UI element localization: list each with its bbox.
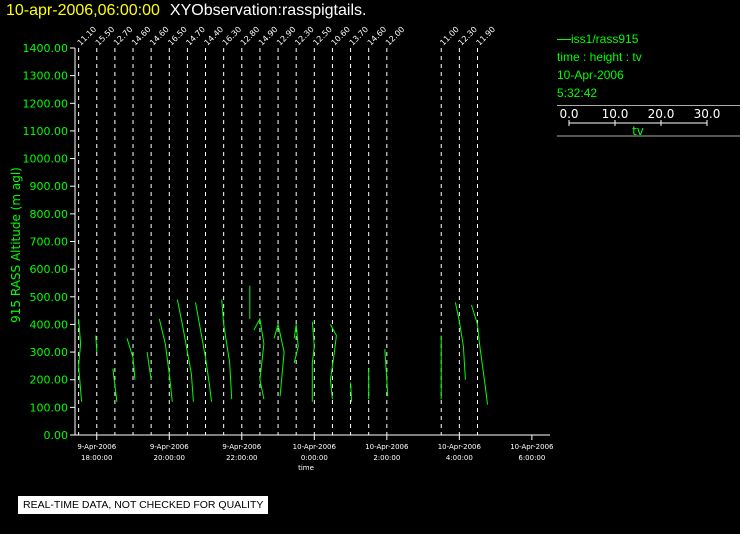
legend-fields: time : height : tv <box>557 50 642 64</box>
profile-label: 12.70 <box>112 25 135 48</box>
x-tick-time: 20:00:00 <box>154 454 185 462</box>
legend-swatch <box>557 39 571 41</box>
y-tick-label: 800.00 <box>30 208 69 221</box>
profile-trace <box>158 318 173 402</box>
y-tick-label: 1200.00 <box>23 97 69 110</box>
profile-label: 12.80 <box>239 25 262 48</box>
y-tick-label: 400.00 <box>30 318 69 331</box>
scale-tick-label: 0.0 <box>559 109 578 121</box>
x-tick-time: 2:00:00 <box>373 454 400 462</box>
profile-label: 11.10 <box>76 25 99 48</box>
profile-trace <box>253 317 265 400</box>
profile-label: 14.60 <box>148 25 171 48</box>
x-tick-time: 4:00:00 <box>446 454 473 462</box>
profile-trace <box>78 318 83 402</box>
profile-label: 13.70 <box>348 25 371 48</box>
scale-tick-label: 20.0 <box>648 109 675 121</box>
profile-trace <box>126 338 136 380</box>
y-tick-label: 300.00 <box>30 346 69 359</box>
profile-trace <box>329 324 337 400</box>
profile-label: 12.30 <box>293 25 316 48</box>
title-date: 10-apr-2006,06:00:00 <box>6 2 160 19</box>
x-tick-date: 10-Apr-2006 <box>293 443 337 451</box>
profile-trace <box>273 324 285 397</box>
profile-label: 14.60 <box>366 25 389 48</box>
y-tick-label: 100.00 <box>30 401 69 414</box>
x-tick-time: 18:00:00 <box>81 454 112 462</box>
profile-label: 11.90 <box>475 25 498 48</box>
profile-trace <box>112 368 118 402</box>
profile-label: 11.00 <box>438 25 461 48</box>
y-tick-label: 1100.00 <box>23 125 69 138</box>
x-tick-date: 10-Apr-2006 <box>365 443 409 451</box>
x-tick-date: 9-Apr-2006 <box>77 443 116 451</box>
y-tick-label: 1300.00 <box>23 70 69 83</box>
profile-trace <box>195 302 212 402</box>
y-axis: 0.00 100.00 200.00 300.00 400.00 500.00 600.00… <box>23 42 76 442</box>
x-tick-time: 22:00:00 <box>226 454 257 462</box>
profile-label: 14.70 <box>184 25 207 48</box>
legend-time: 5:32:42 <box>557 86 598 100</box>
legend-series: iss1/rass915 <box>557 30 740 48</box>
y-tick-label: 200.00 <box>30 374 69 387</box>
y-tick-label: 600.00 <box>30 263 69 276</box>
x-axis: 9-Apr-2006 18:00:00 9-Apr-2006 20:00:00 9-Ap… <box>75 434 554 462</box>
title-name: XYObservation:rasspigtails. <box>169 2 367 19</box>
y-axis-label: 915 RASS Altitude (m agl) <box>9 167 23 323</box>
legend-date: 10-Apr-2006 <box>557 68 624 82</box>
profile-label: 12.30 <box>456 25 479 48</box>
profile-trace <box>454 302 466 380</box>
x-tick-time: 6:00:00 <box>518 454 545 462</box>
legend-divider <box>557 105 740 106</box>
profile-trace <box>471 304 488 405</box>
profile-trace <box>293 324 299 364</box>
y-tick-label: 700.00 <box>30 236 69 249</box>
legend-series-name: iss1/rass915 <box>571 32 639 46</box>
scale-label: tv <box>632 124 644 138</box>
profile-trace <box>176 299 194 402</box>
y-tick-label: 500.00 <box>30 291 69 304</box>
profile-label: 16.50 <box>166 25 189 48</box>
y-tick-label: 900.00 <box>30 180 69 193</box>
profile-label: 12.50 <box>311 25 334 48</box>
legend-scale: 0.0 10.0 20.0 30.0 tv <box>557 107 740 138</box>
x-tick-date: 9-Apr-2006 <box>222 443 261 451</box>
profile-trace <box>311 321 315 402</box>
y-tick-label: 1400.00 <box>23 42 69 55</box>
profile-label: 12.90 <box>275 25 298 48</box>
y-tick-label: 1000.00 <box>23 153 69 166</box>
profile-trace <box>350 382 353 402</box>
chart-title: 10-apr-2006,06:00:00 XYObservation:rasspi… <box>6 2 366 20</box>
scale-tick-label: 10.0 <box>602 109 629 121</box>
legend-panel: iss1/rass915 time : height : tv 10-Apr-2… <box>557 30 740 154</box>
profile-label: 14.90 <box>257 25 280 48</box>
profile-label: 15.50 <box>94 25 117 48</box>
profile-trace <box>146 352 152 380</box>
profile-label: 10.60 <box>329 25 352 48</box>
x-tick-time: 0:00:00 <box>301 454 328 462</box>
profile-trace <box>384 349 389 397</box>
profile-label: 12.00 <box>384 25 407 48</box>
profile-trace <box>221 299 233 400</box>
x-tick-date: 10-Apr-2006 <box>510 443 554 451</box>
profile-trace <box>95 335 98 353</box>
profile-group: 11.1015.5012.7014.6014.6016.5014.7014.40… <box>76 25 497 435</box>
x-tick-date: 10-Apr-2006 <box>438 443 482 451</box>
profile-label: 14.40 <box>203 25 226 48</box>
x-tick-date: 9-Apr-2006 <box>150 443 189 451</box>
profile-label: 16.30 <box>221 25 244 48</box>
y-tick-label: 0.00 <box>44 429 69 442</box>
quality-banner: REAL-TIME DATA, NOT CHECKED FOR QUALITY <box>18 496 269 514</box>
scale-tick-label: 30.0 <box>694 109 721 121</box>
x-axis-label: time <box>298 464 314 472</box>
profile-label: 14.60 <box>130 25 153 48</box>
